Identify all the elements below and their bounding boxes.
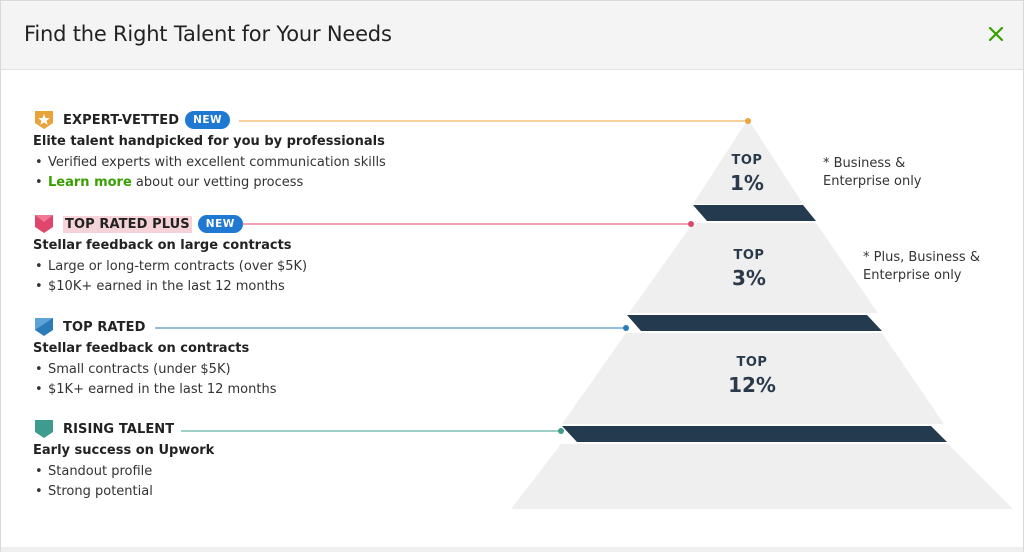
note-2-line-2: Enterprise only	[863, 268, 962, 283]
bullet-item: $1K+ earned in the last 12 months	[33, 380, 276, 400]
note-top-rated-plus: * Plus, Business & Enterprise only	[863, 249, 980, 285]
bullet-item: $10K+ earned in the last 12 months	[33, 277, 307, 297]
tier-top-rated-plus: TOP RATED PLUS NEW Stellar feedback on l…	[33, 213, 307, 297]
tier-bullets: Standout profile Strong potential	[33, 462, 214, 502]
top-rated-plus-badge-icon	[35, 215, 53, 233]
connector-dot-top-rated	[623, 325, 629, 331]
tier-name-top-rated-plus: TOP RATED PLUS	[63, 215, 192, 233]
bullet-item: Small contracts (under $5K)	[33, 360, 276, 380]
tier-bullets: Small contracts (under $5K) $1K+ earned …	[33, 360, 276, 400]
bullet-rest-text: about our vetting process	[131, 175, 304, 190]
pyramid-label-3: TOP 12%	[712, 355, 792, 397]
pyramid-label-1: TOP 1%	[707, 153, 787, 195]
tier-name-top-rated: TOP RATED	[63, 319, 146, 335]
bullet-item: Verified experts with excellent communic…	[33, 153, 386, 173]
rising-talent-badge-icon	[35, 420, 53, 438]
pyramid-level-top-rated	[562, 333, 944, 424]
tier-subtitle: Stellar feedback on large contracts	[33, 238, 292, 253]
top-rated-badge-icon	[35, 318, 53, 336]
pyramid-label-2-pct: 3%	[732, 266, 766, 290]
note-2-line-1: * Plus, Business &	[863, 250, 980, 265]
modal-title: Find the Right Talent for Your Needs	[24, 22, 392, 46]
pyramid-level-top-rated-plus	[629, 223, 878, 313]
connector-dot-rising-talent	[558, 428, 564, 434]
pyramid-label-2: TOP 3%	[709, 248, 789, 290]
connector-dot-expert-vetted	[745, 118, 751, 124]
bullet-item: Standout profile	[33, 462, 214, 482]
pyramid-label-3-pct: 12%	[728, 373, 776, 397]
pyramid-band-1	[693, 205, 816, 221]
pyramid-level-rising-talent	[511, 444, 1013, 509]
close-icon	[988, 26, 1004, 42]
tier-subtitle: Early success on Upwork	[33, 443, 215, 458]
tier-expert-vetted: EXPERT-VETTED NEW Elite talent handpicke…	[33, 109, 386, 193]
talent-pyramid	[155, 118, 1013, 509]
note-1-line-2: Enterprise only	[823, 174, 922, 189]
modal-header: Find the Right Talent for Your Needs	[1, 1, 1023, 70]
pyramid-label-1-pct: 1%	[730, 171, 764, 195]
pyramid-label-3-top: TOP	[736, 355, 768, 370]
expert-vetted-star-badge-icon	[35, 111, 53, 129]
new-badge: NEW	[197, 215, 243, 233]
pyramid-label-2-top: TOP	[733, 248, 765, 263]
bullet-item: Learn more about our vetting process	[33, 173, 386, 193]
note-1-line-1: * Business &	[823, 156, 906, 171]
note-expert-vetted: * Business & Enterprise only	[823, 155, 922, 191]
pyramid-level-expert	[693, 119, 803, 204]
tier-bullets: Verified experts with excellent communic…	[33, 153, 386, 193]
pyramid-band-2	[627, 315, 882, 331]
connector-dot-top-rated-plus	[688, 221, 694, 227]
tier-rising-talent: RISING TALENT Early success on Upwork St…	[33, 418, 214, 502]
bullet-item: Large or long-term contracts (over $5K)	[33, 257, 307, 277]
modal-body: TOP 1% TOP 3% TOP 12% * Business & Enter…	[1, 71, 1023, 547]
pyramid-label-1-top: TOP	[731, 153, 763, 168]
tier-name-expert-vetted: EXPERT-VETTED	[63, 112, 180, 128]
tier-bullets: Large or long-term contracts (over $5K) …	[33, 257, 307, 297]
tier-top-rated: TOP RATED Stellar feedback on contracts …	[33, 316, 276, 400]
tier-name-rising-talent: RISING TALENT	[63, 421, 175, 437]
tier-subtitle: Elite talent handpicked for you by profe…	[33, 134, 385, 149]
learn-more-link[interactable]: Learn more	[48, 175, 132, 190]
tier-subtitle: Stellar feedback on contracts	[33, 341, 250, 356]
new-badge: NEW	[185, 111, 231, 129]
close-button[interactable]	[983, 21, 1009, 47]
modal-footer-edge	[1, 547, 1023, 552]
bullet-item: Strong potential	[33, 482, 214, 502]
pyramid-band-3	[562, 426, 947, 442]
